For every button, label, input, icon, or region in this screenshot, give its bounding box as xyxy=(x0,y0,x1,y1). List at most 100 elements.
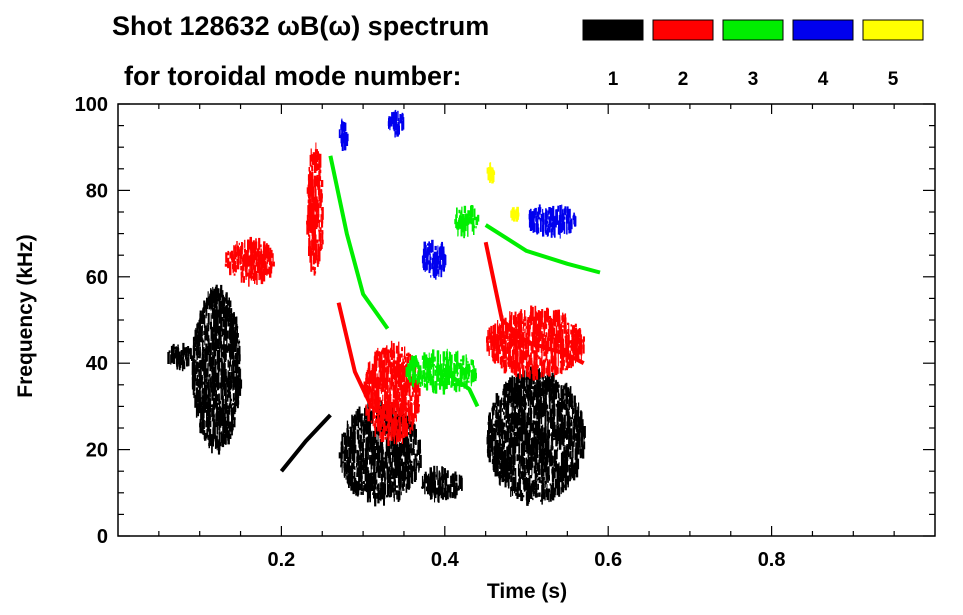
spectral-streak xyxy=(538,476,541,483)
spectral-streak xyxy=(386,464,389,472)
spectral-streak xyxy=(399,448,401,458)
spectral-streak xyxy=(520,417,522,432)
spectral-streak xyxy=(186,351,188,361)
spectral-streak xyxy=(193,389,195,399)
spectral-streak xyxy=(572,406,574,410)
spectral-streak xyxy=(406,383,408,396)
spectral-streak xyxy=(501,445,504,450)
spectral-streak xyxy=(220,432,222,447)
spectral-streak xyxy=(224,404,227,410)
spectral-streak xyxy=(519,392,522,396)
spectral-streak xyxy=(348,460,351,474)
spectral-streak xyxy=(544,452,547,456)
spectral-streak xyxy=(227,307,229,316)
spectral-streak xyxy=(233,254,235,263)
spectral-streak xyxy=(224,344,227,357)
spectral-streak xyxy=(407,407,410,416)
spectral-streak xyxy=(236,397,238,403)
spectral-streak xyxy=(563,430,566,436)
spectral-streak xyxy=(528,432,530,447)
spectral-streak xyxy=(378,370,380,383)
spectral-streak xyxy=(443,492,446,498)
spectral-streak xyxy=(535,423,539,435)
spectral-streak xyxy=(170,345,174,357)
spectral-streak xyxy=(523,398,525,402)
spectral-streak xyxy=(574,433,577,438)
spectral-streak xyxy=(537,422,540,427)
mode-curve-chirp-down xyxy=(279,413,332,473)
spectral-streak xyxy=(398,369,400,380)
spectral-streak xyxy=(362,450,365,457)
spectral-streak xyxy=(573,395,576,407)
spectral-streak xyxy=(202,339,204,347)
spectral-streak xyxy=(523,378,526,392)
spectral-streak xyxy=(521,374,523,386)
spectral-streak xyxy=(235,326,237,333)
spectral-streak xyxy=(432,485,434,493)
spectral-streak xyxy=(495,354,499,361)
spectral-streak xyxy=(514,421,517,425)
spectral-streak xyxy=(495,449,497,464)
spectral-streak xyxy=(389,391,391,397)
spectral-streak xyxy=(318,219,321,223)
spectral-streak xyxy=(526,388,528,399)
spectral-streak xyxy=(312,234,315,248)
spectral-streak xyxy=(446,470,449,479)
spectral-streak xyxy=(399,442,402,454)
spectral-streak xyxy=(201,388,205,394)
spectral-streak xyxy=(547,430,550,434)
spectral-streak xyxy=(397,411,400,421)
spectral-streak xyxy=(217,381,219,391)
spectral-streak xyxy=(361,448,365,451)
spectral-streak xyxy=(312,266,315,270)
spectral-streak xyxy=(310,179,313,189)
spectral-streak xyxy=(516,399,518,409)
spectral-streak xyxy=(249,254,251,264)
spectral-streak xyxy=(391,481,394,493)
spectral-streak xyxy=(565,445,569,453)
spectral-streak xyxy=(565,427,569,440)
spectral-streak xyxy=(402,376,405,383)
spectral-streak xyxy=(258,268,261,276)
spectral-streak xyxy=(387,379,389,382)
spectral-streak xyxy=(381,458,384,471)
spectral-streak xyxy=(395,485,399,488)
spectral-streak xyxy=(226,330,229,339)
spectral-streak xyxy=(390,431,393,438)
spectral-streak xyxy=(524,386,527,393)
spectral-streak xyxy=(388,403,391,416)
spectral-streak xyxy=(363,438,366,443)
spectral-streak xyxy=(529,382,532,389)
spectral-streak xyxy=(516,454,519,462)
spectral-streak xyxy=(229,434,232,439)
spectral-streak xyxy=(551,434,553,441)
spectral-streak xyxy=(355,485,358,496)
spectral-streak xyxy=(203,351,205,361)
spectral-streak xyxy=(534,354,536,364)
spectral-streak xyxy=(202,362,205,372)
spectral-streak xyxy=(383,377,386,387)
spectral-streak xyxy=(502,345,506,359)
spectral-streak xyxy=(369,473,373,487)
spectral-streak xyxy=(404,434,407,448)
spectral-streak xyxy=(266,259,269,264)
spectral-streak xyxy=(207,427,209,440)
spectral-streak xyxy=(352,433,355,438)
spectral-streak xyxy=(243,255,247,267)
spectral-streak xyxy=(389,412,392,418)
spectral-streak xyxy=(408,452,411,455)
spectral-streak xyxy=(556,426,558,438)
spectral-streak xyxy=(392,361,394,374)
spectral-streak xyxy=(510,475,513,482)
spectral-streak xyxy=(235,387,239,400)
spectral-streak xyxy=(540,425,543,431)
spectral-streak xyxy=(381,431,385,442)
spectral-streak xyxy=(524,431,528,445)
spectral-streak xyxy=(364,457,366,469)
spectral-streak xyxy=(412,417,415,422)
spectral-streak xyxy=(534,441,536,454)
spectral-streak xyxy=(508,414,510,428)
spectral-streak xyxy=(569,417,573,420)
spectral-streak xyxy=(410,412,412,421)
spectral-streak xyxy=(377,497,380,504)
